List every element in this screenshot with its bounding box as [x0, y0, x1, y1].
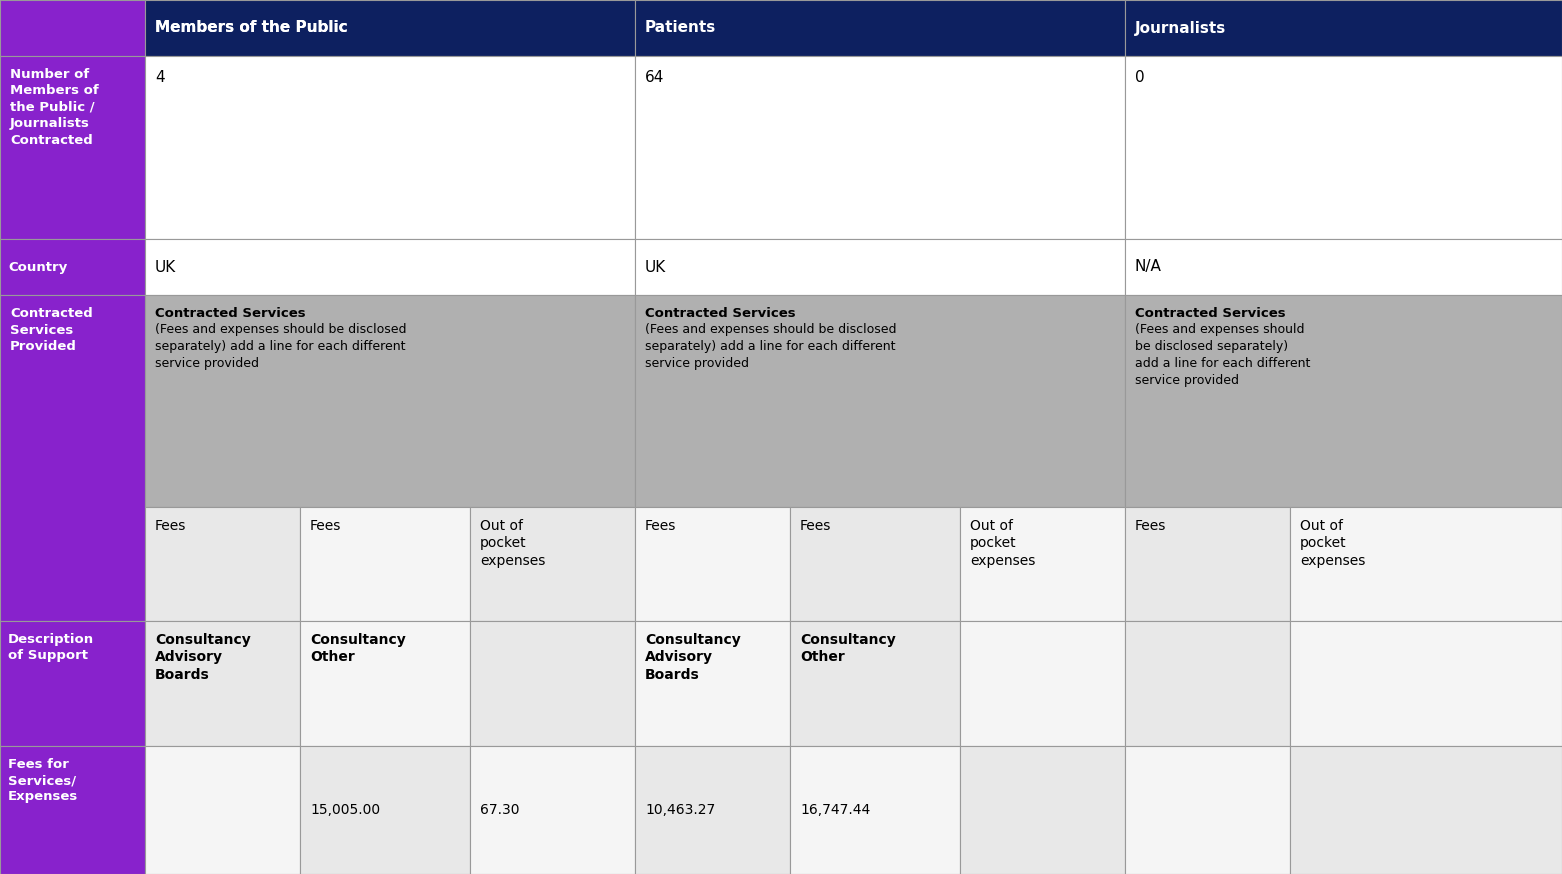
Bar: [790, 746, 961, 874]
Bar: [1125, 621, 1290, 746]
Bar: [636, 746, 790, 874]
Text: Description
of Support: Description of Support: [8, 633, 94, 662]
Text: Fees: Fees: [645, 519, 676, 533]
Bar: [0, 56, 145, 239]
Bar: [636, 0, 1125, 56]
Bar: [636, 621, 790, 746]
Text: 16,747.44: 16,747.44: [800, 803, 870, 817]
Bar: [961, 507, 1125, 621]
Bar: [300, 507, 470, 621]
Text: UK: UK: [645, 260, 667, 274]
Bar: [470, 507, 636, 621]
Text: Number of
Members of
the Public /
Journalists
Contracted: Number of Members of the Public / Journa…: [9, 68, 98, 147]
Text: Country: Country: [8, 260, 67, 274]
Bar: [300, 746, 470, 874]
Text: 64: 64: [645, 70, 664, 85]
Text: Consultancy
Other: Consultancy Other: [309, 633, 406, 664]
Bar: [0, 621, 145, 746]
Bar: [145, 0, 636, 56]
Text: Fees for
Services/
Expenses: Fees for Services/ Expenses: [8, 758, 78, 803]
Text: Members of the Public: Members of the Public: [155, 20, 348, 36]
Bar: [961, 621, 1125, 746]
Bar: [961, 746, 1125, 874]
Text: Contracted Services: Contracted Services: [1136, 307, 1286, 320]
Bar: [145, 56, 636, 239]
Text: (Fees and expenses should be disclosed
separately) add a line for each different: (Fees and expenses should be disclosed s…: [155, 323, 406, 370]
Text: Members of the Public: Members of the Public: [155, 20, 348, 36]
Text: (Fees and expenses should
be disclosed separately)
add a line for each different: (Fees and expenses should be disclosed s…: [1136, 323, 1311, 387]
Bar: [145, 507, 300, 621]
Bar: [1290, 507, 1562, 621]
Text: Out of
pocket
expenses: Out of pocket expenses: [970, 519, 1036, 567]
Bar: [1125, 0, 1562, 56]
Text: Consultancy
Other: Consultancy Other: [800, 633, 895, 664]
Bar: [1125, 295, 1562, 507]
Bar: [1125, 56, 1562, 239]
Bar: [145, 746, 300, 874]
Bar: [1290, 621, 1562, 746]
Text: Contracted
Services
Provided: Contracted Services Provided: [9, 307, 92, 353]
Bar: [1125, 746, 1290, 874]
Text: Fees: Fees: [800, 519, 831, 533]
Text: Journalists: Journalists: [1136, 20, 1226, 36]
Text: Fees: Fees: [155, 519, 186, 533]
Text: Fees: Fees: [309, 519, 342, 533]
Bar: [300, 621, 470, 746]
Bar: [0, 295, 145, 621]
Text: 4: 4: [155, 70, 164, 85]
Text: Fees: Fees: [1136, 519, 1167, 533]
Bar: [1290, 746, 1562, 874]
Text: 0: 0: [1136, 70, 1145, 85]
Bar: [0, 746, 145, 874]
Text: 67.30: 67.30: [480, 803, 520, 817]
Text: Consultancy
Advisory
Boards: Consultancy Advisory Boards: [155, 633, 251, 682]
Text: N/A: N/A: [1136, 260, 1162, 274]
Text: 10,463.27: 10,463.27: [645, 803, 715, 817]
Bar: [636, 507, 790, 621]
Bar: [790, 621, 961, 746]
Text: Out of
pocket
expenses: Out of pocket expenses: [480, 519, 545, 567]
Bar: [145, 621, 300, 746]
Text: (Fees and expenses should be disclosed
separately) add a line for each different: (Fees and expenses should be disclosed s…: [645, 323, 897, 370]
Bar: [790, 507, 961, 621]
Bar: [636, 239, 1125, 295]
Text: 15,005.00: 15,005.00: [309, 803, 380, 817]
Text: UK: UK: [155, 260, 177, 274]
Bar: [0, 239, 145, 295]
Text: Consultancy
Advisory
Boards: Consultancy Advisory Boards: [645, 633, 740, 682]
Bar: [1125, 239, 1562, 295]
Bar: [470, 746, 636, 874]
Bar: [470, 621, 636, 746]
Bar: [636, 295, 1125, 507]
Bar: [0, 0, 145, 56]
Text: Contracted Services: Contracted Services: [155, 307, 306, 320]
Bar: [145, 295, 636, 507]
Text: Contracted Services: Contracted Services: [645, 307, 795, 320]
Bar: [145, 239, 636, 295]
Bar: [1125, 507, 1290, 621]
Text: Patients: Patients: [645, 20, 717, 36]
Bar: [636, 56, 1125, 239]
Text: Out of
pocket
expenses: Out of pocket expenses: [1300, 519, 1365, 567]
